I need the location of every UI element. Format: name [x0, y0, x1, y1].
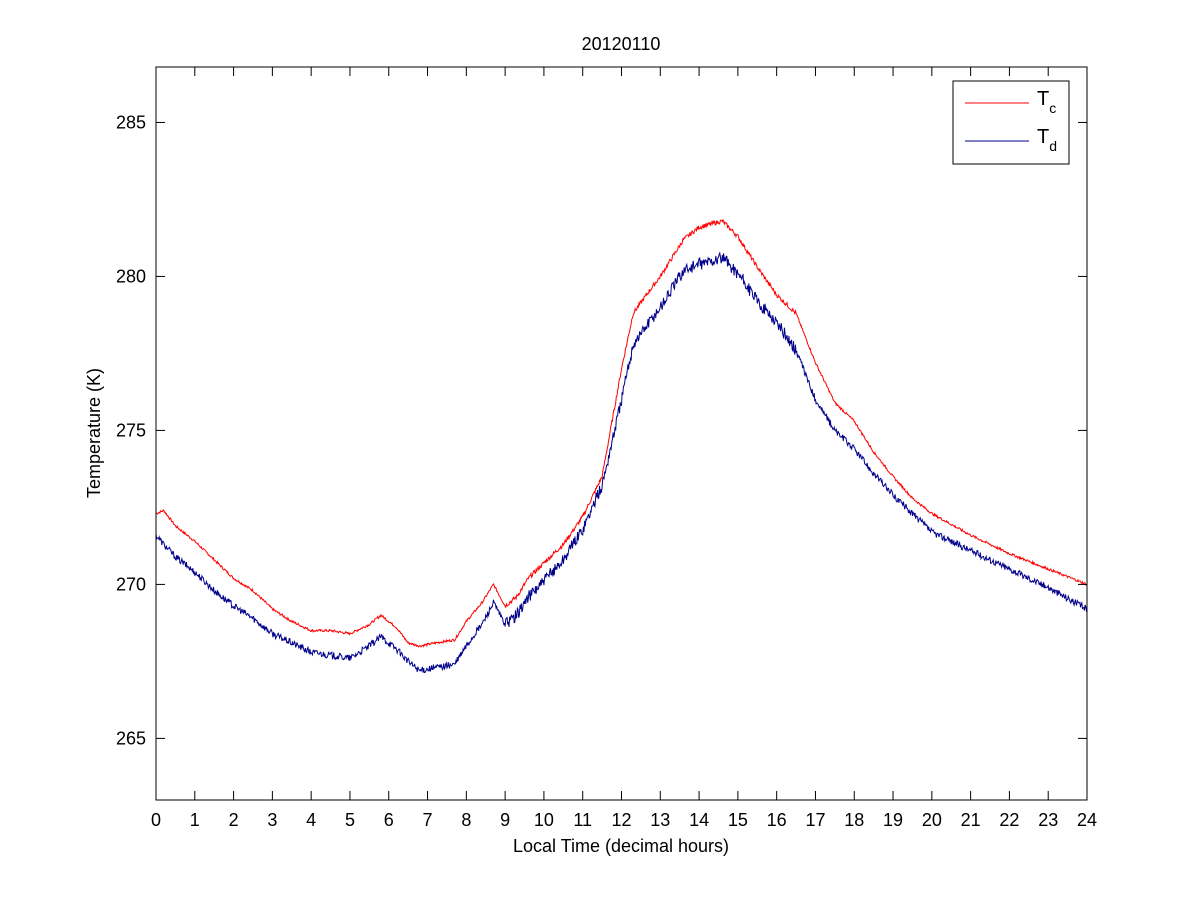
x-tick-label: 11 — [573, 810, 592, 830]
series-line-td — [155, 251, 1088, 674]
x-tick-label: 1 — [190, 810, 200, 830]
x-tick-label: 12 — [611, 810, 631, 830]
x-tick-label: 0 — [151, 810, 161, 830]
y-axis-label: Temperature (K) — [84, 368, 104, 498]
x-tick-label: 9 — [500, 810, 510, 830]
x-tick-label: 17 — [805, 810, 825, 830]
x-axis-label: Local Time (decimal hours) — [513, 836, 729, 856]
plot-area — [156, 67, 1087, 800]
x-tick-label: 15 — [728, 810, 748, 830]
x-tick-label: 5 — [345, 810, 355, 830]
chart-title: 20120110 — [582, 34, 661, 54]
y-tick-label: 270 — [116, 574, 146, 594]
y-tick-label: 275 — [116, 420, 146, 440]
y-tick-label: 280 — [116, 266, 146, 286]
series-group — [155, 218, 1088, 674]
x-tick-label: 24 — [1077, 810, 1097, 830]
x-tick-label: 8 — [461, 810, 471, 830]
x-tick-label: 10 — [534, 810, 554, 830]
legend-box — [952, 80, 1070, 165]
legend-label-d: Td — [1037, 126, 1057, 154]
x-tick-label: 6 — [384, 810, 394, 830]
y-tick-label: 285 — [116, 112, 146, 132]
x-axis-ticks: 0 1 2 3 4 5 6 7 8 9 10 11 12 13 14 15 16 17 18 19 20 21 22 23 24 — [151, 67, 1097, 830]
x-tick-label: 21 — [961, 810, 981, 830]
y-tick-label: 265 — [116, 728, 146, 748]
x-tick-label: 18 — [844, 810, 864, 830]
x-tick-label: 13 — [650, 810, 670, 830]
legend: Tc Td — [952, 80, 1070, 165]
x-tick-label: 23 — [1038, 810, 1058, 830]
x-tick-label: 4 — [306, 810, 316, 830]
x-tick-label: 3 — [267, 810, 277, 830]
x-tick-label: 19 — [883, 810, 903, 830]
x-tick-label: 20 — [922, 810, 942, 830]
x-tick-label: 16 — [767, 810, 787, 830]
legend-label-c: Tc — [1037, 88, 1056, 116]
x-tick-label: 14 — [689, 810, 709, 830]
y-axis-ticks: 265 270 275 280 285 — [116, 112, 1087, 748]
x-tick-label: 7 — [423, 810, 433, 830]
x-tick-label: 2 — [229, 810, 239, 830]
series-line-tc — [155, 218, 1088, 648]
x-tick-label: 22 — [999, 810, 1019, 830]
